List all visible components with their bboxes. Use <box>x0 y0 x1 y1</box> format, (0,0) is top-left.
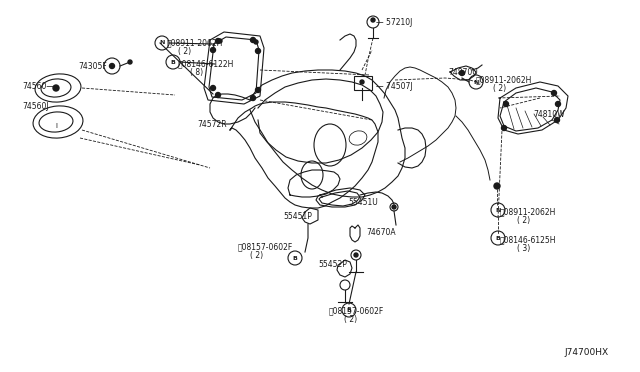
Circle shape <box>504 102 509 106</box>
Text: ⓝ08911-2062H: ⓝ08911-2062H <box>476 75 532 84</box>
Text: 55452P: 55452P <box>318 260 347 269</box>
Text: Ⓒ08157-0602F: Ⓒ08157-0602F <box>329 306 384 315</box>
Text: 74810W: 74810W <box>533 110 564 119</box>
Text: ⓝ08911-2062H: ⓝ08911-2062H <box>167 38 223 47</box>
Text: 55451P: 55451P <box>283 212 312 221</box>
Text: ( 8): ( 8) <box>190 68 203 77</box>
Circle shape <box>552 90 557 96</box>
Circle shape <box>218 39 222 43</box>
Text: N: N <box>495 208 500 212</box>
Text: J74700HX: J74700HX <box>564 348 608 357</box>
Text: ( 2): ( 2) <box>517 216 530 225</box>
Circle shape <box>360 80 364 84</box>
Text: N: N <box>159 41 164 45</box>
Text: ( 2): ( 2) <box>178 47 191 56</box>
Text: 74305F: 74305F <box>78 62 107 71</box>
Circle shape <box>502 125 506 131</box>
Circle shape <box>250 38 255 42</box>
Circle shape <box>494 183 500 189</box>
Text: ( 2): ( 2) <box>250 251 263 260</box>
Circle shape <box>556 102 561 106</box>
Circle shape <box>109 64 115 68</box>
Text: B: B <box>171 60 175 64</box>
Circle shape <box>255 48 260 54</box>
Text: ( 2): ( 2) <box>493 84 506 93</box>
Text: — 74507J: — 74507J <box>376 82 413 91</box>
Text: ⓝ08911-2062H: ⓝ08911-2062H <box>500 207 556 216</box>
Text: 55451U: 55451U <box>348 198 378 207</box>
Circle shape <box>460 71 465 76</box>
Circle shape <box>211 86 216 90</box>
Text: B: B <box>292 256 298 260</box>
Text: N: N <box>474 80 479 84</box>
Text: ( 3): ( 3) <box>517 244 531 253</box>
Text: 74560—: 74560— <box>22 82 54 91</box>
Text: I: I <box>55 123 57 129</box>
Text: 74572R: 74572R <box>197 120 227 129</box>
Circle shape <box>371 18 375 22</box>
Circle shape <box>211 48 216 52</box>
Circle shape <box>354 253 358 257</box>
Circle shape <box>250 96 255 100</box>
Circle shape <box>128 60 132 64</box>
Text: Ⓒ08146-6122H: Ⓒ08146-6122H <box>178 59 234 68</box>
Text: Ⓒ08146-6125H: Ⓒ08146-6125H <box>500 235 557 244</box>
Circle shape <box>392 205 396 209</box>
Text: ( 2): ( 2) <box>344 315 357 324</box>
Text: B: B <box>495 235 500 241</box>
Text: 74670A: 74670A <box>366 228 396 237</box>
Text: Ⓒ08157-0602F: Ⓒ08157-0602F <box>238 242 293 251</box>
Circle shape <box>254 40 258 44</box>
Circle shape <box>216 93 221 97</box>
Circle shape <box>53 85 59 91</box>
Text: 74870U: 74870U <box>448 68 477 77</box>
Circle shape <box>554 118 559 122</box>
Circle shape <box>216 38 221 44</box>
Text: 74560J: 74560J <box>22 102 49 111</box>
Text: B: B <box>347 308 351 312</box>
Circle shape <box>255 87 260 93</box>
Text: — 57210J: — 57210J <box>376 18 412 27</box>
